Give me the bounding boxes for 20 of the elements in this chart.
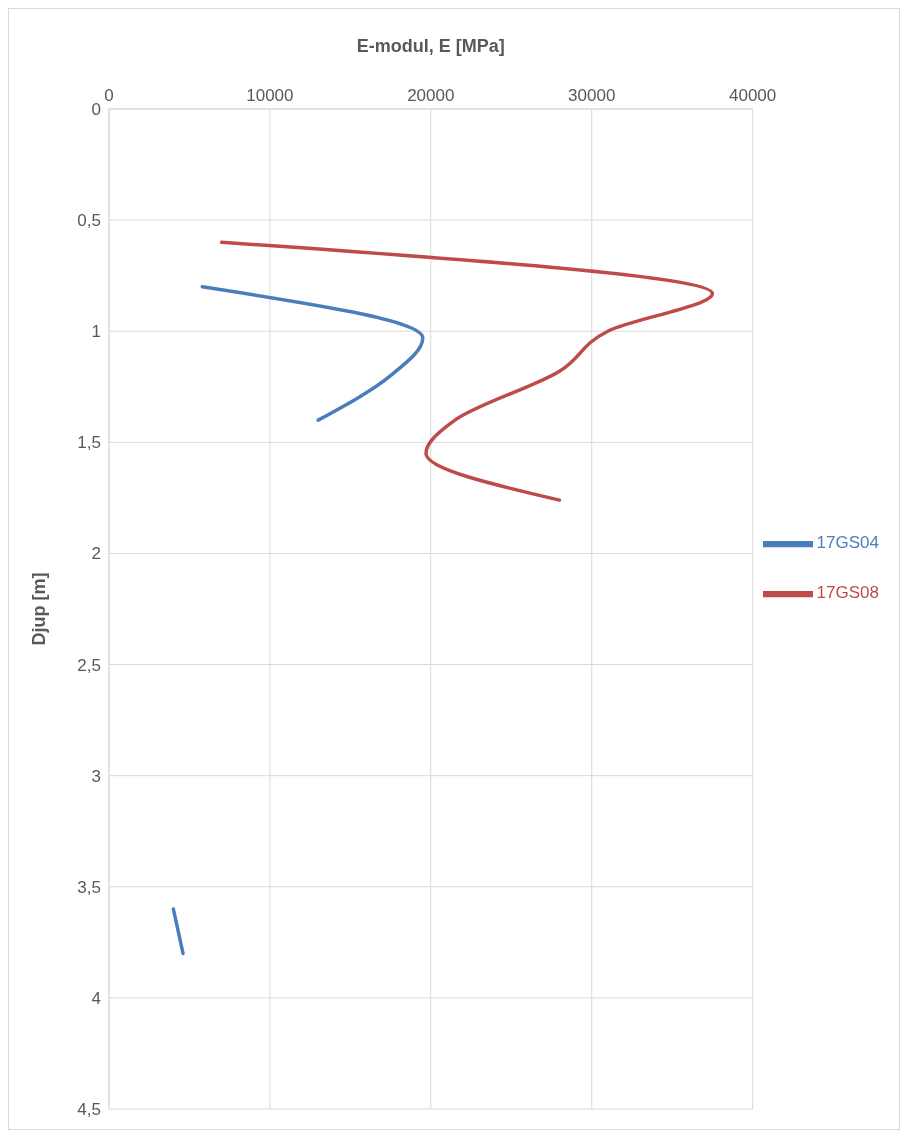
y-tick-label: 2,5 — [77, 655, 101, 675]
y-tick-label: 0,5 — [77, 211, 101, 231]
y-tick-label: 3,5 — [77, 877, 101, 897]
y-tick-label: 1 — [91, 322, 101, 342]
x-axis-title: E-modul, E [MPa] — [356, 35, 505, 56]
y-axis-title: Djup [m] — [29, 572, 50, 646]
y-tick-label: 4 — [91, 988, 101, 1008]
legend-label: 17GS08 — [816, 583, 879, 603]
y-tick-label: 3 — [91, 766, 101, 786]
x-tick-label: 0 — [104, 86, 114, 105]
y-tick-label: 2 — [91, 544, 101, 564]
x-tick-label: 30000 — [568, 86, 616, 105]
x-tick-label: 20000 — [407, 86, 455, 105]
line-series — [219, 240, 715, 502]
x-tick-label: 40000 — [728, 86, 777, 105]
legend-label: 17GS04 — [816, 533, 879, 553]
y-tick-label: 0 — [91, 100, 101, 120]
y-tick-label: 1,5 — [77, 433, 101, 453]
y-tick-label: 4,5 — [77, 1100, 101, 1120]
x-tick-label: 10000 — [246, 86, 294, 105]
